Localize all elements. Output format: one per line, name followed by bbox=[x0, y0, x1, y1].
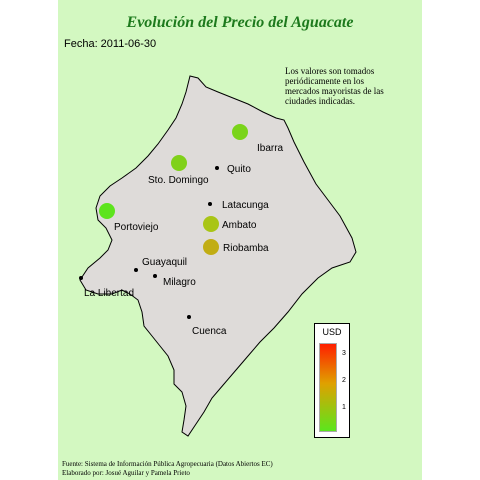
city-label-riobamba: Riobamba bbox=[223, 243, 269, 254]
footer-author: Elaborado por: Josué Aguilar y Pamela Pr… bbox=[62, 469, 190, 477]
map-title: Evolución del Precio del Aguacate bbox=[126, 14, 354, 31]
footer-source: Fuente: Sistema de Información Pública A… bbox=[62, 460, 273, 468]
price-marker-riobamba bbox=[203, 239, 219, 255]
city-label-guayaquil: Guayaquil bbox=[142, 257, 187, 268]
data-source-note: Los valores son tomados periódicamente e… bbox=[285, 66, 384, 106]
city-label-la-libertad: La Libertad bbox=[84, 288, 134, 299]
city-label-quito: Quito bbox=[227, 164, 251, 175]
city-point-guayaquil bbox=[134, 268, 138, 272]
price-marker-ambato bbox=[203, 216, 219, 232]
city-label-latacunga: Latacunga bbox=[222, 200, 269, 211]
city-point-latacunga bbox=[208, 202, 212, 206]
city-point-cuenca bbox=[187, 315, 191, 319]
ecuador-map: Ibarra Quito Sto. Domingo Latacunga Ambato Po… bbox=[79, 75, 357, 437]
map-panel: Evolución del Precio del Aguacate Fecha:… bbox=[58, 0, 422, 480]
city-point-la-libertad bbox=[79, 276, 83, 280]
legend-tick-1: 1 bbox=[342, 404, 346, 411]
price-marker-portoviejo bbox=[99, 203, 115, 219]
legend-color-bar bbox=[319, 343, 337, 432]
city-label-portoviejo: Portoviejo bbox=[114, 222, 159, 233]
ecuador-outline bbox=[79, 75, 357, 437]
city-label-ambato: Ambato bbox=[222, 220, 257, 231]
city-label-sto-domingo: Sto. Domingo bbox=[148, 175, 209, 186]
legend-tick-2: 2 bbox=[342, 377, 346, 384]
legend-title: USD bbox=[322, 327, 342, 337]
price-marker-sto-domingo bbox=[171, 155, 187, 171]
legend-tick-3: 3 bbox=[342, 350, 346, 357]
city-label-milagro: Milagro bbox=[163, 277, 196, 288]
footer-credits: Fuente: Sistema de Información Pública A… bbox=[62, 460, 273, 478]
price-marker-ibarra bbox=[232, 124, 248, 140]
date-label: Fecha: 2011-06-30 bbox=[64, 38, 157, 50]
city-point-milagro bbox=[153, 274, 157, 278]
city-point-quito bbox=[215, 166, 219, 170]
price-legend: USD 3 2 1 bbox=[314, 323, 350, 438]
city-label-ibarra: Ibarra bbox=[257, 143, 284, 154]
city-label-cuenca: Cuenca bbox=[192, 326, 227, 337]
